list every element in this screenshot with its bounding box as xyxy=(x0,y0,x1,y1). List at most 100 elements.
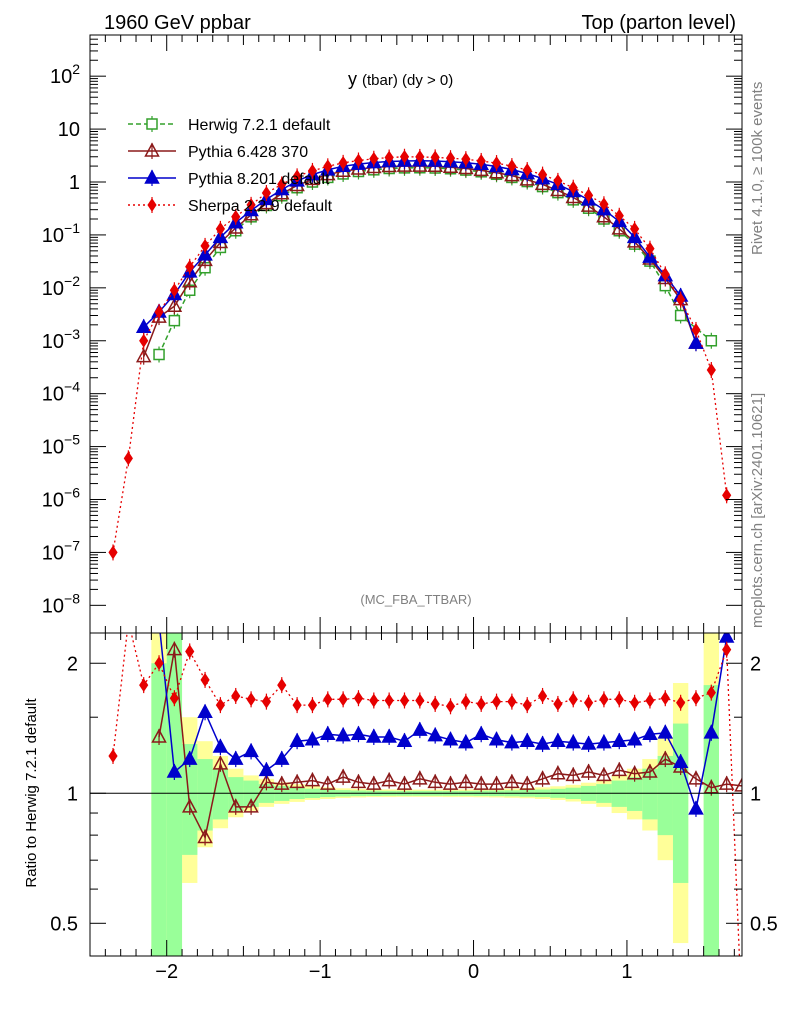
main-point-filled-diamond xyxy=(599,197,609,212)
header-left: 1960 GeV ppbar xyxy=(104,12,251,34)
ratio-point-open-triangle xyxy=(166,641,183,656)
ratio-point-filled-diamond xyxy=(231,689,241,703)
main-series-layer xyxy=(108,148,732,561)
ratio-point-filled-diamond xyxy=(599,692,609,707)
main-point-filled-diamond xyxy=(399,149,410,164)
axis-tick-labels: 10210110−110−210−310−410−510−610−710−8−2… xyxy=(42,61,778,983)
legend-marker-open-triangle xyxy=(144,142,160,157)
legend: Herwig 7.2.1 default Pythia 6.428 370 Pyth… xyxy=(128,116,333,215)
ratio-point-filled-triangle xyxy=(396,732,413,747)
band-green-bin xyxy=(657,755,673,836)
ratio-point-open-triangle xyxy=(626,765,643,780)
ratio-y-tick-label-right: 0.5 xyxy=(750,913,778,935)
ratio-point-filled-triangle xyxy=(412,721,428,736)
main-point-open-triangle xyxy=(135,348,152,363)
main-point-filled-diamond xyxy=(676,292,686,307)
ratio-point-filled-triangle xyxy=(488,731,505,746)
legend-marker-filled-triangle xyxy=(144,169,160,184)
main-point-filled-diamond xyxy=(660,267,670,282)
ratio-point-filled-triangle xyxy=(320,725,336,740)
main-point-filled-diamond xyxy=(200,239,210,253)
main-point-filled-triangle xyxy=(135,318,152,333)
ratio-point-filled-triangle xyxy=(657,724,674,739)
ratio-point-filled-diamond xyxy=(323,692,333,707)
ratio-point-filled-diamond xyxy=(430,697,440,711)
ratio-point-open-triangle xyxy=(227,798,244,813)
ratio-point-filled-triangle xyxy=(335,727,351,742)
main-y-tick-exponent: −7 xyxy=(64,537,80,553)
ratio-point-open-triangle xyxy=(718,775,735,790)
main-y-tick-exponent: −3 xyxy=(64,326,80,342)
ratio-point-filled-triangle xyxy=(596,734,612,749)
main-point-filled-diamond xyxy=(430,150,440,165)
ratio-point-open-triangle xyxy=(412,770,428,785)
ratio-point-filled-diamond xyxy=(568,692,578,707)
main-point-filled-diamond xyxy=(691,323,701,337)
main-line-filled-diamond xyxy=(112,156,728,553)
ratio-point-open-triangle xyxy=(304,772,321,787)
main-y-tick-label: 10−1 xyxy=(42,220,80,247)
band-green-bin xyxy=(212,768,229,820)
band-green-bin xyxy=(672,723,689,883)
ratio-point-filled-triangle xyxy=(289,732,305,747)
main-point-filled-diamond xyxy=(645,241,655,256)
main-point-open-square xyxy=(168,314,181,327)
main-point-filled-diamond xyxy=(369,151,379,166)
ratio-point-open-triangle xyxy=(396,775,413,790)
ratio-point-open-triangle xyxy=(703,779,720,794)
ratio-point-open-triangle xyxy=(366,775,382,790)
main-y-tick-label: 10 xyxy=(58,119,80,141)
main-point-open-square xyxy=(705,335,718,347)
main-point-filled-diamond xyxy=(338,155,348,170)
main-y-tick-exponent: −2 xyxy=(64,273,80,289)
legend-label: Pythia 8.201 default xyxy=(188,171,330,188)
main-point-filled-diamond xyxy=(277,177,287,192)
plot-title-sub: (tbar) (dy > 0) xyxy=(362,72,453,89)
ratio-point-open-triangle xyxy=(519,775,535,790)
ratio-point-filled-triangle xyxy=(258,761,275,777)
main-point-filled-diamond xyxy=(522,163,532,177)
ratio-point-open-triangle xyxy=(657,750,674,765)
ratio-point-filled-diamond xyxy=(292,698,302,713)
ratio-point-filled-diamond xyxy=(369,693,379,708)
main-point-filled-diamond xyxy=(353,153,364,168)
main-line-filled-triangle xyxy=(143,160,697,344)
ratio-point-filled-diamond xyxy=(630,695,640,710)
ratio-point-filled-diamond xyxy=(491,694,502,709)
main-point-filled-diamond xyxy=(139,333,149,348)
ratio-point-open-triangle xyxy=(642,763,658,778)
ratio-point-filled-diamond xyxy=(338,692,348,707)
plot-title-main: y xyxy=(348,69,357,89)
main-point-filled-diamond xyxy=(630,221,640,236)
main-point-filled-diamond xyxy=(123,451,133,466)
ratio-point-filled-diamond xyxy=(691,691,701,706)
main-point-filled-diamond xyxy=(445,151,456,166)
main-y-tick-label: 10−2 xyxy=(42,273,80,300)
ratio-point-open-triangle xyxy=(442,775,459,790)
ratio-point-open-triangle xyxy=(274,775,290,790)
ratio-point-open-triangle xyxy=(381,772,397,787)
x-tick-label: −2 xyxy=(155,961,178,983)
watermark: (MC_FBA_TTBAR) xyxy=(360,592,471,607)
main-point-filled-diamond xyxy=(246,197,256,212)
ratio-point-filled-diamond xyxy=(200,673,210,687)
band-green-bin xyxy=(626,777,643,811)
main-point-open-square xyxy=(674,309,687,322)
main-point-filled-diamond xyxy=(384,150,394,165)
ratio-point-filled-triangle xyxy=(427,727,443,742)
ratio-point-filled-diamond xyxy=(108,749,118,763)
ratio-uncertainty-bands xyxy=(151,633,719,956)
ratio-point-filled-triangle xyxy=(688,800,704,815)
ratio-point-filled-diamond xyxy=(537,689,548,703)
main-point-filled-diamond xyxy=(231,209,241,224)
ratio-point-open-triangle xyxy=(550,765,566,780)
main-y-tick-label: 10−7 xyxy=(42,537,80,564)
ratio-point-filled-triangle xyxy=(580,735,597,750)
main-point-filled-diamond xyxy=(491,156,502,170)
band-green-bin xyxy=(228,777,244,811)
ratio-point-open-triangle xyxy=(320,775,336,790)
main-point-filled-diamond xyxy=(706,363,716,377)
main-point-filled-diamond xyxy=(261,186,272,200)
main-y-tick-exponent: −1 xyxy=(64,220,80,236)
